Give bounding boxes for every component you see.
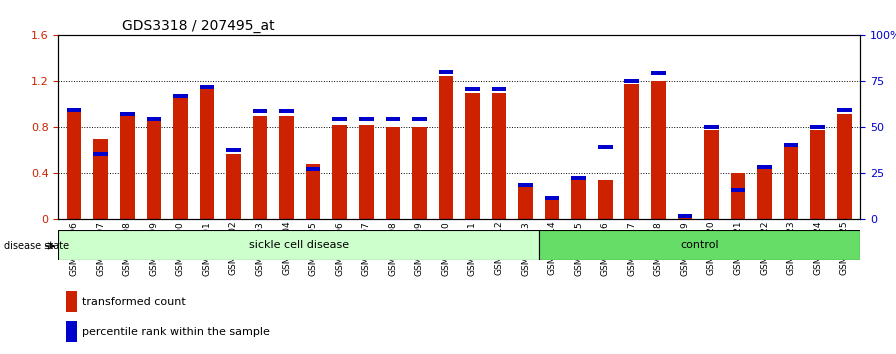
Bar (539, 230, 860, 260)
Bar (280, 116, 294, 219)
Bar (67, 113, 82, 219)
Text: transformed count: transformed count (82, 297, 186, 307)
Bar (226, 154, 241, 219)
Bar (147, 120, 161, 219)
Text: GDS3318 / 207495_at: GDS3318 / 207495_at (123, 19, 275, 33)
Bar (704, 125, 719, 130)
Bar (465, 93, 479, 219)
Bar (731, 188, 745, 192)
Bar (518, 183, 533, 187)
Bar (200, 85, 214, 89)
Bar (625, 84, 639, 219)
Bar (784, 143, 798, 147)
Bar (253, 109, 267, 113)
Bar (810, 125, 825, 130)
Bar (784, 145, 798, 219)
Bar (66, 321, 77, 342)
Bar (306, 167, 321, 171)
Bar (66, 291, 77, 312)
Bar (598, 145, 613, 149)
Bar (173, 95, 187, 98)
Bar (120, 114, 134, 219)
Bar (385, 127, 401, 219)
Bar (465, 87, 479, 91)
Text: percentile rank within the sample: percentile rank within the sample (82, 327, 271, 337)
Text: sickle cell disease: sickle cell disease (249, 240, 349, 250)
Bar (359, 125, 374, 219)
Bar (226, 148, 241, 153)
Bar (173, 96, 187, 219)
Bar (385, 118, 401, 121)
Bar (545, 200, 559, 219)
Bar (93, 139, 108, 219)
Bar (306, 164, 321, 219)
Bar (280, 109, 294, 113)
Bar (359, 118, 374, 121)
Bar (253, 116, 267, 219)
Bar (757, 166, 771, 219)
Text: control: control (680, 240, 719, 250)
Bar (598, 181, 613, 219)
Bar (492, 93, 506, 219)
Bar (412, 127, 426, 219)
Bar (147, 118, 161, 121)
Bar (677, 216, 693, 219)
Bar (572, 181, 586, 219)
Bar (492, 87, 506, 91)
Bar (757, 165, 771, 169)
Text: disease state: disease state (4, 241, 69, 251)
Bar (412, 118, 426, 121)
Bar (58, 230, 539, 260)
Bar (572, 176, 586, 180)
Bar (120, 112, 134, 116)
Bar (677, 214, 693, 218)
Bar (704, 130, 719, 219)
Bar (332, 125, 347, 219)
Bar (439, 76, 453, 219)
Bar (731, 173, 745, 219)
Bar (518, 187, 533, 219)
Bar (837, 114, 851, 219)
Bar (545, 196, 559, 200)
Bar (67, 108, 82, 112)
Bar (837, 108, 851, 112)
Bar (625, 79, 639, 84)
Bar (332, 118, 347, 121)
Bar (200, 90, 214, 219)
Bar (651, 81, 666, 219)
Bar (439, 70, 453, 74)
Bar (93, 152, 108, 156)
Bar (810, 130, 825, 219)
Bar (651, 72, 666, 75)
